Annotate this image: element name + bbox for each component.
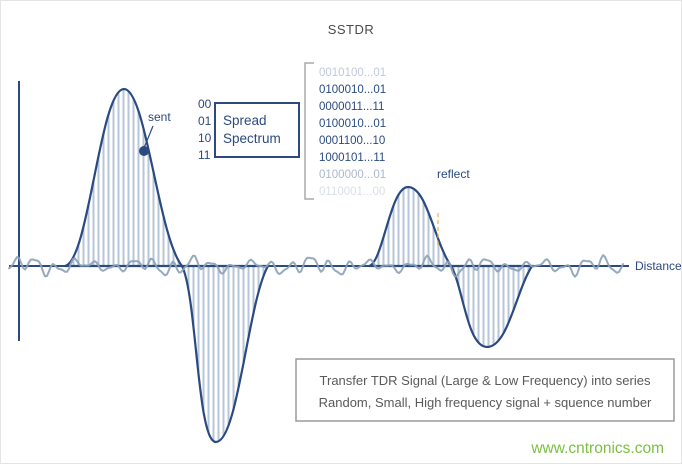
sent-label: sent — [148, 110, 171, 124]
code-10: 10 — [198, 131, 212, 145]
code-01: 01 — [198, 114, 212, 128]
sequence-row: 0100010...01 — [319, 84, 386, 96]
spread-spectrum-line1: Spread — [223, 113, 267, 128]
sequence-row: 0000011...11 — [319, 101, 384, 113]
sequence-row: 0100000...01 — [319, 169, 386, 181]
sequence-bracket — [304, 62, 314, 200]
sequence-row: 0010100...01 — [319, 67, 386, 79]
note-line1: Transfer TDR Signal (Large & Low Frequen… — [320, 373, 651, 388]
sent-dot — [139, 146, 149, 156]
sent-negative-lobe — [180, 264, 270, 444]
code-11: 11 — [198, 148, 211, 162]
note-line2: Random, Small, High frequency signal + s… — [319, 395, 652, 410]
sent-positive-lobe — [64, 87, 185, 268]
reflect-label: reflect — [437, 167, 470, 181]
diagram-title: SSTDR — [328, 22, 375, 37]
sequence-row: 0100010...01 — [319, 118, 386, 130]
sent-connector-line — [143, 125, 154, 149]
sequence-row: 0110001...00 — [319, 186, 385, 198]
sequence-row: 1000101...11 — [319, 152, 385, 164]
reflect-positive-lobe — [368, 185, 454, 268]
site-watermark: www.cntronics.com — [530, 440, 664, 457]
sequence-row: 0001100...10 — [319, 135, 385, 147]
spread-spectrum-box — [214, 102, 300, 158]
noise-signal — [8, 254, 624, 278]
reflect-negative-lobe — [449, 264, 535, 349]
distance-axis-label: Distance — [635, 259, 682, 273]
code-00: 00 — [198, 97, 212, 111]
note-box — [295, 358, 675, 422]
spread-spectrum-line2: Spectrum — [223, 131, 281, 146]
